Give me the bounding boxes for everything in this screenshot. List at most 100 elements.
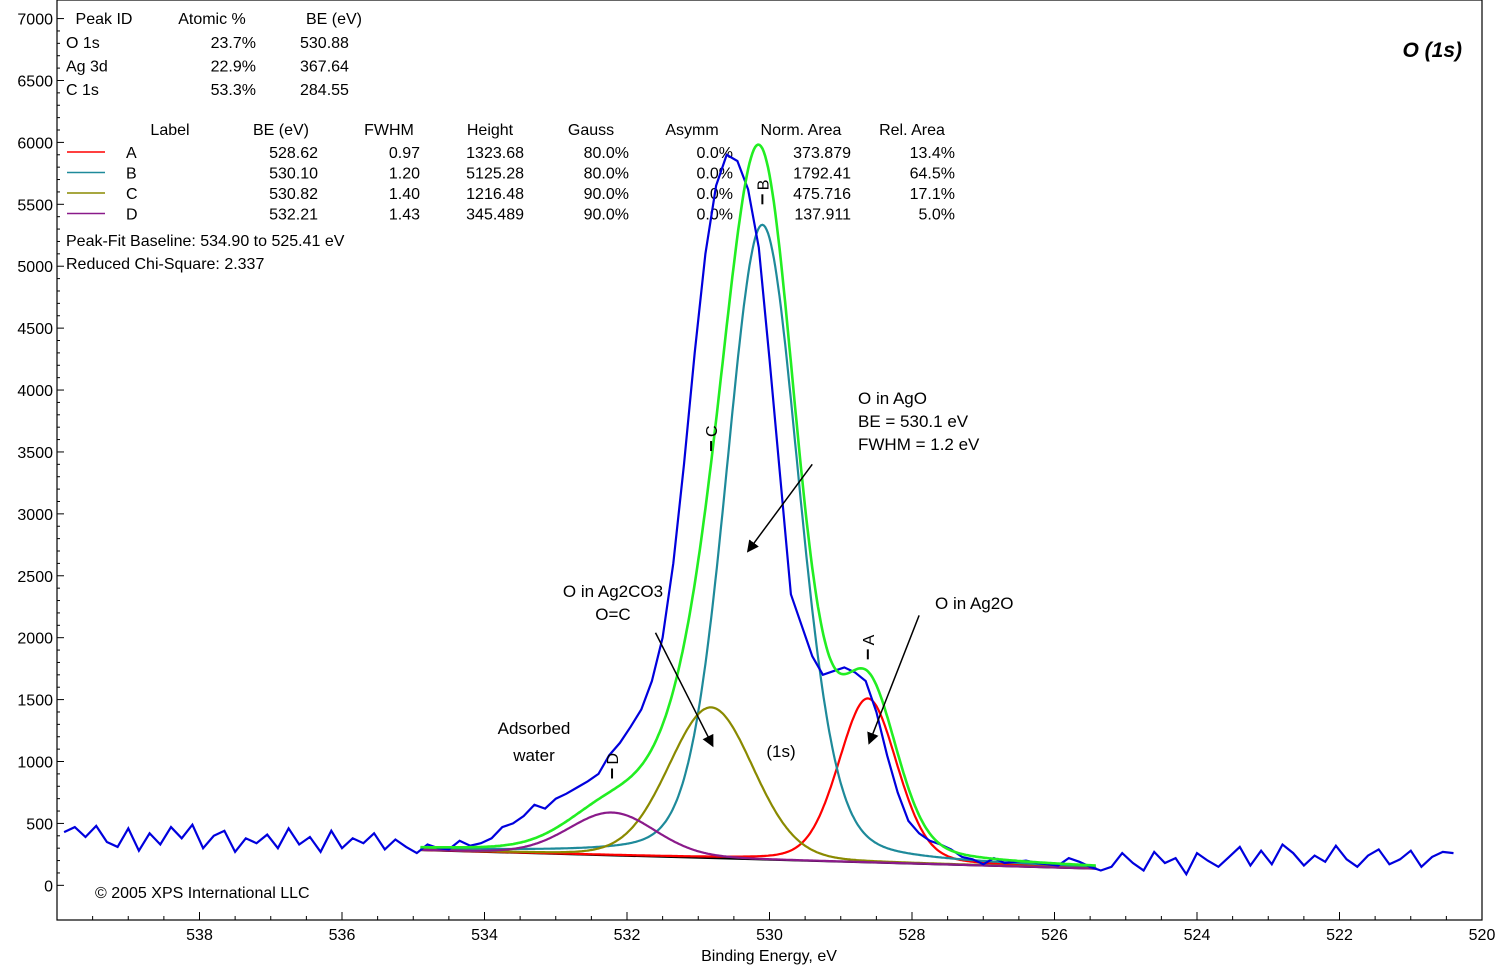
- fit-table-cell: 80.0%: [584, 145, 629, 162]
- fit-info-line: Reduced Chi-Square: 2.337: [66, 256, 264, 273]
- legend-label: D: [126, 207, 138, 224]
- peak-id-cell: C 1s: [66, 82, 99, 99]
- fit-table-cell: 345.489: [466, 207, 524, 224]
- fit-info-line: Peak-Fit Baseline: 534.90 to 525.41 eV: [66, 233, 345, 250]
- fit-table-cell: 528.62: [269, 145, 318, 162]
- x-tick-label: 536: [329, 927, 356, 944]
- component-B: [420, 223, 1096, 868]
- peak-markers: A B C D: [605, 180, 878, 779]
- x-tick-label: 538: [186, 927, 213, 944]
- fit-table-cell: 373.879: [793, 145, 851, 162]
- fit-table-cell: 17.1%: [910, 186, 955, 203]
- fit-table-cell: 90.0%: [584, 207, 629, 224]
- fit-table-cell: 1216.48: [466, 186, 524, 203]
- fit-table-cell: 0.0%: [697, 207, 733, 224]
- peak-id-cell: 53.3%: [211, 82, 256, 99]
- annotation-text: FWHM = 1.2 eV: [858, 435, 980, 454]
- x-tick-label: 520: [1469, 927, 1496, 944]
- fit-components: [420, 223, 1097, 870]
- annotation-text: BE = 530.1 eV: [858, 412, 969, 431]
- y-tick-label: 2000: [17, 631, 53, 648]
- peak-id-header: Peak ID: [76, 11, 133, 28]
- fit-table-header: Label: [150, 122, 189, 139]
- y-tick-label: 6500: [17, 73, 53, 90]
- fit-table-header: Asymm: [665, 122, 718, 139]
- y-tick-label: 1500: [17, 693, 53, 710]
- peak-id-cell: 530.88: [300, 35, 349, 52]
- annotations: O in AgO BE = 530.1 eV FWHM = 1.2 eV O in A…: [498, 389, 1014, 765]
- annotation-text: O in Ag2O: [935, 594, 1013, 613]
- fit-table-cell: 13.4%: [910, 145, 955, 162]
- chart-title: O (1s): [1402, 39, 1462, 62]
- x-axis-label: Binding Energy, eV: [701, 948, 837, 965]
- y-tick-label: 1000: [17, 755, 53, 772]
- fit-table-header: FWHM: [364, 122, 414, 139]
- peak-id-cell: 284.55: [300, 82, 349, 99]
- fit-table-header: Gauss: [568, 122, 614, 139]
- fit-table-cell: 530.10: [269, 166, 318, 183]
- annotation-arrow: [746, 463, 813, 553]
- fit-table-cell: 1323.68: [466, 145, 524, 162]
- fit-table-cell: 475.716: [793, 186, 851, 203]
- peak-marker-label: C: [704, 425, 721, 437]
- fit-table-cell: 532.21: [269, 207, 318, 224]
- x-tick-label: 534: [471, 927, 498, 944]
- raw-data-line: [63, 153, 1454, 877]
- peak-id-cell: O 1s: [66, 35, 100, 52]
- y-tick-label: 0: [44, 878, 53, 895]
- y-tick-label: 3000: [17, 507, 53, 524]
- x-tick-label: 522: [1326, 927, 1353, 944]
- fit-table-header: Height: [467, 122, 514, 139]
- fit-table-cell: 530.82: [269, 186, 318, 203]
- x-axis: 538 536 534 532 530 528 526 524 522 520: [92, 912, 1496, 944]
- y-tick-label: 4500: [17, 321, 53, 338]
- y-tick-label: 7000: [17, 12, 53, 29]
- fit-table-cell: 0.97: [389, 145, 420, 162]
- legend-label: B: [126, 166, 137, 183]
- peak-id-header: BE (eV): [306, 11, 362, 28]
- fit-table-cell: 5125.28: [466, 166, 524, 183]
- legend-label: C: [126, 186, 138, 203]
- raw-data: [63, 153, 1454, 877]
- fit-envelope: [420, 143, 1096, 867]
- annotation-text: Adsorbed: [498, 719, 571, 738]
- fit-info: Peak-Fit Baseline: 534.90 to 525.41 eV Re…: [66, 233, 345, 273]
- y-tick-label: 5500: [17, 197, 53, 214]
- copyright-text: © 2005 XPS International LLC: [95, 885, 310, 902]
- fit-table-cell: 5.0%: [919, 207, 955, 224]
- peak-id-table: Peak ID Atomic % BE (eV) O 1s 23.7% 530.88 Ag …: [66, 11, 362, 99]
- x-tick-label: 530: [756, 927, 783, 944]
- y-axis: 0 500 1000 1500 2000 2500 3000 3500 4000 4500 5000…: [17, 12, 64, 895]
- fit-table-cell: 137.911: [794, 207, 851, 224]
- peak-id-header: Atomic %: [178, 11, 246, 28]
- annotation-arrow: [867, 615, 920, 745]
- y-tick-label: 4000: [17, 383, 53, 400]
- peak-id-cell: 23.7%: [211, 35, 256, 52]
- annotation-text: O in AgO: [858, 389, 927, 408]
- fit-table-cell: 1.40: [389, 186, 420, 203]
- peak-id-cell: 367.64: [300, 59, 349, 76]
- fit-table-header: BE (eV): [253, 122, 309, 139]
- y-tick-label: 3500: [17, 445, 53, 462]
- fit-table-cell: 1.20: [389, 166, 420, 183]
- y-tick-label: 500: [26, 816, 53, 833]
- y-tick-label: 2500: [17, 569, 53, 586]
- fit-table-cell: 80.0%: [584, 166, 629, 183]
- fit-table-cell: 1792.41: [793, 166, 851, 183]
- fit-table-cell: 0.0%: [697, 166, 733, 183]
- fit-table: Label BE (eV) FWHM Height Gauss Asymm Norm. Ar…: [67, 122, 955, 224]
- y-tick-label: 5000: [17, 259, 53, 276]
- fit-table-header: Rel. Area: [879, 122, 945, 139]
- peak-marker-label: A: [861, 634, 878, 645]
- annotation-text: water: [512, 746, 555, 765]
- fit-table-cell: 1.43: [389, 207, 420, 224]
- peak-marker-label: D: [605, 753, 622, 765]
- y-tick-label: 6000: [17, 135, 53, 152]
- fit-table-cell: 0.0%: [697, 145, 733, 162]
- x-tick-label: 532: [614, 927, 641, 944]
- fit-table-header: Norm. Area: [761, 122, 842, 139]
- peak-id-cell: 22.9%: [211, 59, 256, 76]
- legend-label: A: [126, 145, 137, 162]
- x-tick-label: 524: [1184, 927, 1211, 944]
